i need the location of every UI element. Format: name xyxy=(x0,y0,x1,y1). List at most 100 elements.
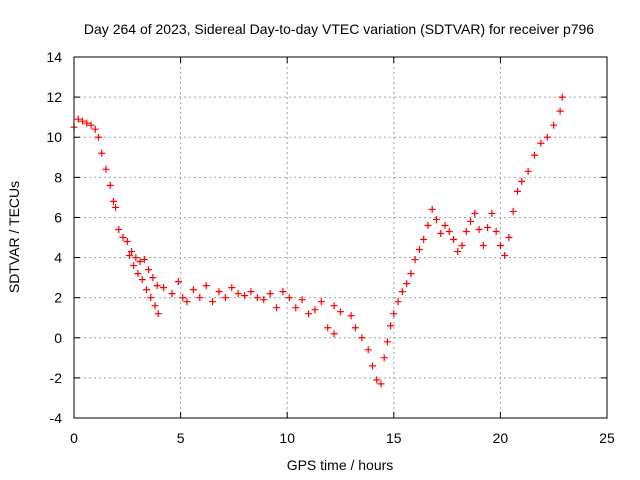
y-tick-label: 10 xyxy=(46,129,62,145)
data-point xyxy=(202,282,210,290)
data-point xyxy=(531,151,539,159)
data-point xyxy=(145,266,153,274)
y-tick-labels: -4 -2 0 2 4 6 8 10 12 14 xyxy=(46,49,62,426)
data-point xyxy=(467,217,475,225)
data-point xyxy=(79,117,87,125)
data-point xyxy=(330,302,338,310)
chart-title: Day 264 of 2023, Sidereal Day-to-day VTE… xyxy=(84,21,594,37)
data-point xyxy=(390,310,398,318)
data-point xyxy=(109,197,117,205)
data-point xyxy=(471,209,479,217)
data-point xyxy=(449,236,457,244)
data-points xyxy=(70,93,566,388)
data-point xyxy=(119,234,127,241)
data-point xyxy=(215,288,223,296)
plot-frame xyxy=(73,56,608,419)
data-point xyxy=(285,294,293,302)
data-point xyxy=(138,276,146,284)
x-tick-label: 25 xyxy=(599,430,615,446)
data-point xyxy=(153,282,161,290)
data-point xyxy=(488,209,496,217)
data-point xyxy=(209,298,217,306)
data-point xyxy=(420,236,428,244)
data-point xyxy=(311,306,319,314)
y-tick-label: 8 xyxy=(54,169,62,185)
data-point xyxy=(154,310,162,318)
data-point xyxy=(411,256,419,264)
y-tick-label: 0 xyxy=(54,330,62,346)
data-point xyxy=(125,252,133,260)
data-point xyxy=(221,294,229,302)
data-point xyxy=(83,119,91,127)
data-point xyxy=(292,304,300,312)
data-point xyxy=(475,225,483,233)
data-point xyxy=(91,125,99,133)
data-point xyxy=(305,310,313,318)
data-point xyxy=(123,238,131,246)
x-tick-label: 0 xyxy=(70,430,78,446)
data-point xyxy=(556,107,564,115)
data-point xyxy=(168,290,176,298)
data-point xyxy=(398,288,406,296)
data-point xyxy=(183,298,191,306)
data-point xyxy=(351,324,359,332)
data-point xyxy=(509,207,517,215)
data-point xyxy=(458,242,466,250)
data-point xyxy=(377,380,385,388)
data-point xyxy=(337,308,344,316)
data-point xyxy=(537,139,545,147)
data-point xyxy=(273,304,281,312)
x-tick-labels: 0 5 10 15 20 25 xyxy=(70,430,615,446)
y-axis-label: SDTVAR / TECUs xyxy=(6,181,22,293)
data-point xyxy=(454,248,462,256)
data-point xyxy=(513,187,521,195)
data-point xyxy=(380,354,388,362)
data-point xyxy=(441,221,449,229)
data-point xyxy=(253,294,261,302)
data-point xyxy=(142,286,150,294)
data-point xyxy=(151,302,159,310)
data-point xyxy=(266,290,274,298)
x-tick-label: 5 xyxy=(177,430,185,446)
data-point xyxy=(364,346,372,354)
data-point xyxy=(106,181,114,189)
data-point xyxy=(496,242,504,250)
data-point xyxy=(415,246,423,254)
data-point xyxy=(505,234,513,241)
data-point xyxy=(112,203,120,211)
y-tick-label: -2 xyxy=(50,370,63,386)
x-axis-label: GPS time / hours xyxy=(287,457,394,473)
data-point xyxy=(501,252,509,260)
data-point xyxy=(462,227,470,235)
data-point xyxy=(241,292,249,300)
x-tick-label: 10 xyxy=(279,430,295,446)
data-point xyxy=(387,322,395,330)
data-point xyxy=(373,376,381,384)
data-point xyxy=(234,290,242,298)
data-point xyxy=(95,133,103,141)
y-tick-label: 6 xyxy=(54,209,62,225)
data-point xyxy=(330,330,338,338)
y-tick-label: 4 xyxy=(54,250,62,266)
data-point xyxy=(317,298,325,306)
x-tick-label: 20 xyxy=(493,430,509,446)
data-point xyxy=(247,288,255,296)
data-point xyxy=(147,294,155,302)
data-point xyxy=(492,227,500,235)
y-tick-label: 2 xyxy=(54,290,62,306)
data-point xyxy=(407,270,415,278)
x-tick-label: 15 xyxy=(386,430,402,446)
data-point xyxy=(179,294,187,302)
data-point xyxy=(403,280,411,288)
data-point xyxy=(87,121,95,129)
y-tick-label: 12 xyxy=(46,89,62,105)
data-point xyxy=(74,115,82,123)
data-point xyxy=(136,258,144,266)
data-point xyxy=(189,286,197,294)
data-point xyxy=(424,221,432,229)
data-point xyxy=(518,177,526,185)
data-point xyxy=(98,149,106,157)
grid xyxy=(74,57,607,418)
axis-ticks xyxy=(73,56,608,419)
